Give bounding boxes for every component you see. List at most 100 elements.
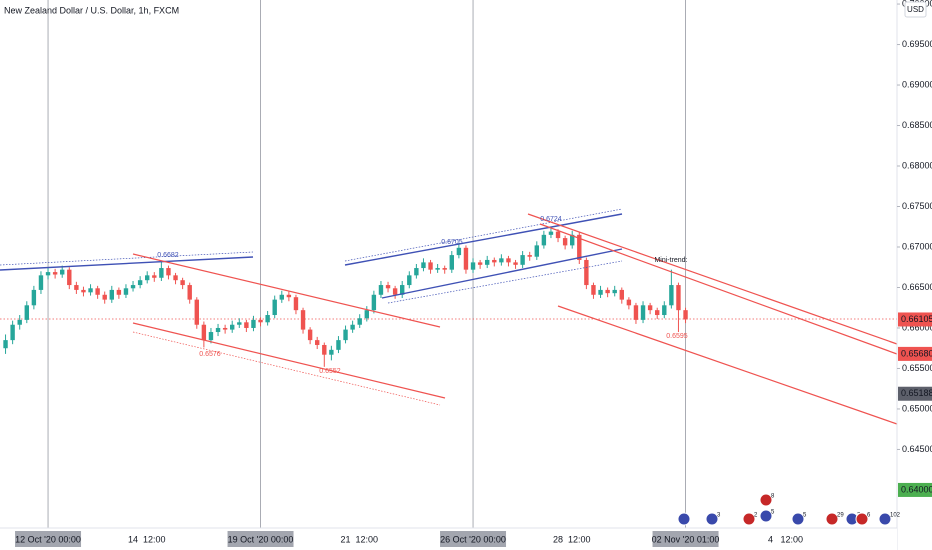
candle-body	[315, 340, 320, 345]
candle-body	[499, 258, 504, 263]
candle-body	[307, 329, 313, 341]
candle-body	[137, 280, 143, 286]
event-icon	[878, 512, 892, 526]
trendline	[344, 213, 623, 266]
candle-body	[230, 324, 235, 330]
y-tick-label: 0.69500	[902, 39, 932, 49]
candle-body	[626, 299, 632, 306]
annotations: 0.6682 0.6576 0.6552 0.6705 0.6724 Mini-trend…	[157, 216, 688, 375]
candle-body	[95, 288, 100, 295]
y-tick-label: 0.67500	[902, 201, 932, 211]
event-count: 102	[890, 513, 901, 519]
candle-body	[683, 310, 688, 320]
candle-body	[180, 280, 185, 286]
candle-body	[619, 289, 624, 300]
candle-body	[60, 269, 65, 275]
candle-body	[38, 275, 44, 290]
trendline	[381, 248, 623, 299]
candle-body	[598, 289, 603, 295]
candle-body	[109, 289, 114, 300]
candle-body	[194, 299, 199, 325]
x-tick-label: 12:00	[356, 534, 379, 544]
x-label-box	[440, 531, 507, 547]
candle-body	[357, 318, 362, 325]
event-count: 5	[803, 513, 807, 519]
currency-button[interactable]	[904, 1, 927, 18]
candle-body	[102, 294, 107, 300]
x-tick-label: 12:00	[781, 534, 804, 544]
candle-body	[24, 305, 29, 320]
x-tick-label: 4	[768, 534, 773, 544]
candles	[3, 227, 688, 367]
y-tick-label: 0.67000	[902, 241, 932, 251]
chart-title: New Zealand Dollar / U.S. Dollar, 1h, FX…	[4, 5, 179, 15]
trendline	[539, 223, 898, 355]
x-label-box	[15, 531, 82, 547]
currency-label[interactable]: USD	[907, 5, 924, 14]
x-tick-label: 02 Nov '20 01:00	[652, 534, 720, 544]
candle-body	[3, 340, 8, 349]
trendline	[387, 260, 623, 304]
candle-body	[591, 285, 596, 295]
candle-body	[187, 285, 192, 300]
candle-body	[485, 259, 490, 265]
event-icon	[791, 512, 805, 526]
candle-body	[421, 262, 426, 269]
candle-body	[251, 319, 256, 328]
candle-body	[548, 231, 554, 235]
event-count: 2	[754, 513, 758, 519]
trendline	[527, 213, 898, 345]
event-icon	[825, 512, 839, 526]
candle-body	[392, 288, 398, 295]
candle-body	[442, 268, 447, 270]
y-tick-label: 0.65500	[902, 363, 932, 373]
candle-body	[541, 234, 547, 246]
trendline	[557, 305, 898, 425]
candle-body	[123, 288, 129, 295]
candle-body	[10, 324, 15, 341]
candle-body	[655, 310, 660, 316]
candle-body	[640, 305, 646, 320]
candle-body	[237, 322, 242, 325]
event-count: 6	[867, 513, 871, 519]
candle-body	[286, 294, 292, 298]
candle-body	[222, 327, 228, 330]
candle-body	[17, 319, 22, 325]
trendline	[0, 256, 254, 271]
annotation: 0.6705	[441, 239, 463, 246]
annotation: 0.6576	[199, 351, 221, 358]
candle-body	[74, 285, 79, 290]
candle-body	[385, 285, 391, 289]
event-icon	[705, 512, 719, 526]
event-icon	[677, 512, 691, 526]
candle-body	[208, 332, 214, 341]
candle-body	[52, 272, 58, 275]
candle-body	[300, 310, 306, 330]
candle-body	[492, 259, 497, 263]
annotation: 0.6595	[666, 333, 688, 340]
candle-body	[662, 305, 667, 316]
event-icon	[759, 509, 773, 523]
candle-body	[513, 262, 518, 265]
x-tick-label: 12:00	[568, 534, 591, 544]
y-tick-label: 0.68500	[902, 120, 932, 130]
candle-body	[562, 238, 568, 246]
event-icon	[855, 512, 869, 526]
candle-body	[244, 322, 249, 328]
candle-body	[400, 285, 405, 295]
candle-body	[215, 327, 221, 333]
y-tick-label: 0.69000	[902, 79, 932, 89]
candle-body	[378, 285, 384, 295]
candle-body	[506, 258, 511, 263]
candle-body	[428, 262, 433, 270]
price-axis-bg	[897, 0, 932, 550]
candle-body	[336, 340, 341, 350]
candle-body	[477, 262, 483, 265]
candle-body	[463, 247, 469, 270]
candle-body	[166, 268, 171, 276]
y-tick-label: 0.66500	[902, 282, 932, 292]
candle-body	[45, 272, 51, 276]
